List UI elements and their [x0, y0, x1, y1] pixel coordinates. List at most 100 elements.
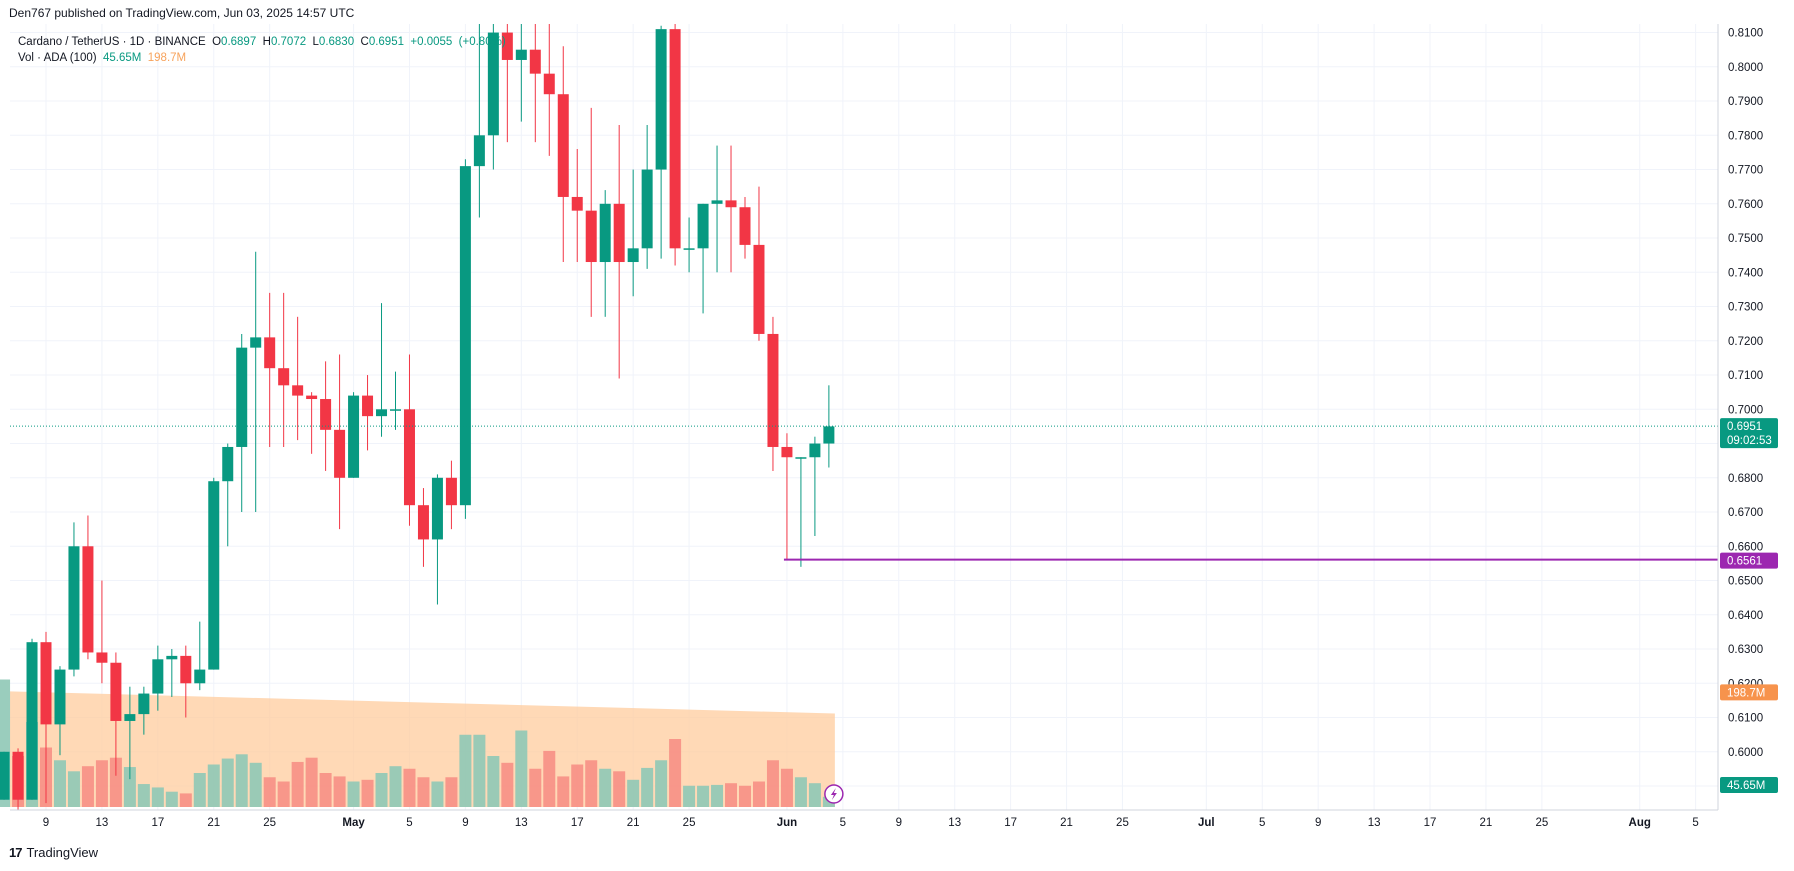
volume-label[interactable]: Vol · ADA (100) — [18, 52, 97, 64]
candle-body — [417, 505, 429, 540]
price-tick-label: 0.7000 — [1728, 404, 1763, 416]
volume-bar — [613, 771, 626, 807]
time-tick-label: 17 — [1424, 817, 1437, 829]
open-label: O — [212, 36, 222, 48]
volume-bar — [109, 757, 122, 807]
candle-body — [320, 399, 332, 430]
volume-bar — [641, 767, 654, 807]
volume-bar — [752, 781, 765, 807]
candle-body — [292, 385, 304, 396]
volume-bar — [319, 773, 332, 807]
time-tick-label: 17 — [1004, 817, 1017, 829]
volume-bar — [263, 777, 276, 807]
candle-body — [264, 337, 276, 369]
time-tick-label: 25 — [1535, 817, 1548, 829]
volume-bar — [417, 777, 430, 807]
price-tick-label: 0.6300 — [1728, 644, 1763, 656]
candle-body — [82, 546, 94, 653]
last-price-text: 0.6951 — [1727, 421, 1762, 433]
candle-body — [124, 714, 136, 721]
price-tick-label: 0.7800 — [1728, 130, 1763, 142]
tradingview-brand[interactable]: 17 TradingView — [9, 845, 98, 860]
volume-bar — [291, 761, 304, 807]
open-value: 0.6897 — [221, 36, 257, 48]
change-percent: (+0.80%) — [458, 36, 506, 48]
time-tick-label: 25 — [263, 817, 276, 829]
candle-body — [809, 443, 821, 458]
volume-bar — [0, 679, 11, 807]
candle-body — [599, 203, 611, 263]
plot-area[interactable] — [10, 24, 1718, 810]
candle-body — [376, 409, 388, 417]
price-axis[interactable]: 0.8100 0.8000 0.7900 0.7800 0.7700 0.7600 0.75… — [1717, 24, 1778, 810]
volume-bar — [571, 764, 584, 807]
volume-bar — [81, 766, 94, 807]
price-tick-label: 0.7300 — [1728, 302, 1763, 314]
price-tick-label: 0.6500 — [1728, 576, 1763, 588]
candle-body — [362, 395, 374, 417]
volume-bar — [193, 773, 206, 807]
volume-bar — [669, 739, 682, 807]
time-tick-label: Jul — [1198, 817, 1215, 829]
brand-name: TradingView — [26, 845, 99, 860]
candle-body — [306, 395, 318, 400]
candle-body — [655, 29, 667, 170]
volume-value: 45.65M — [103, 52, 142, 64]
candle-body — [278, 368, 290, 386]
candle-body — [0, 751, 10, 800]
volume-bar — [403, 768, 416, 807]
candle-body — [529, 49, 541, 74]
high-value: 0.7072 — [270, 36, 307, 48]
symbol-name[interactable]: Cardano / TetherUS · 1D · BINANCE — [18, 36, 206, 48]
volume-bar — [766, 760, 779, 807]
time-tick-label: 21 — [1480, 817, 1493, 829]
volume-bar — [780, 768, 793, 807]
candle-body — [697, 203, 709, 249]
candle-body — [250, 337, 262, 348]
volume-bar — [137, 784, 150, 807]
volume-bar — [697, 785, 710, 807]
candle-body — [795, 457, 807, 459]
volume-bar — [361, 779, 374, 807]
volume-bar — [655, 760, 668, 807]
volume-bar — [207, 764, 220, 807]
price-tick-label: 0.6400 — [1728, 610, 1763, 622]
price-tick-label: 0.6000 — [1728, 747, 1763, 759]
price-tick-label: 0.7200 — [1728, 336, 1763, 348]
candle-body — [473, 135, 485, 167]
candle-body — [641, 169, 653, 249]
candle-body — [222, 446, 234, 482]
volume-bar — [557, 776, 570, 807]
time-tick-label: 5 — [840, 817, 846, 829]
high-label: H — [262, 36, 271, 48]
volume-bar — [347, 781, 360, 807]
candle-body — [767, 333, 779, 447]
grid-lines — [10, 24, 1718, 810]
time-tick-label: 25 — [1116, 817, 1129, 829]
time-tick-label: 17 — [151, 817, 164, 829]
candle-body — [194, 669, 206, 684]
volume-bar — [683, 785, 696, 807]
volume-bar — [599, 768, 612, 807]
volume-bar — [739, 785, 751, 807]
time-axis[interactable]: 9 13 17 21 25 May 5 9 13 17 21 25 Jun 5 9 13 17 21 25 Jul 5 9… — [10, 809, 1718, 829]
candle-body — [487, 32, 499, 136]
price-tick-label: 0.6600 — [1728, 541, 1763, 553]
volume-bar — [585, 760, 598, 807]
volume-legend-row: Vol · ADA (100) 45.65M 198.7M — [18, 50, 506, 66]
candle-body — [711, 200, 723, 204]
candle-body — [753, 244, 765, 334]
close-label: C — [360, 36, 369, 48]
volume-bar — [515, 730, 528, 807]
volume-last-badge — [1720, 777, 1778, 793]
volume-bar — [151, 787, 164, 807]
time-tick-label: 5 — [406, 817, 412, 829]
time-tick-label: May — [342, 817, 365, 829]
volume-bar — [67, 771, 80, 807]
candle-body — [68, 546, 80, 670]
price-tick-label: 0.7100 — [1728, 370, 1763, 382]
candle-body — [138, 693, 150, 715]
price-tick-label: 0.7600 — [1728, 199, 1763, 211]
volume-bar — [627, 779, 640, 807]
